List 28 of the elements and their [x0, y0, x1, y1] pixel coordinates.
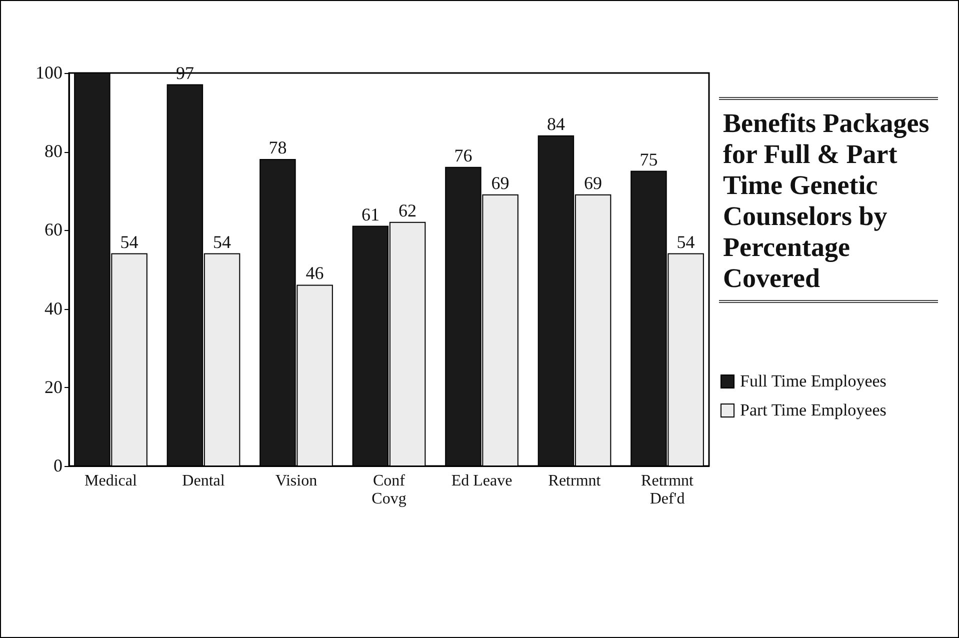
data-label: 46 — [306, 263, 324, 284]
data-label: 61 — [361, 204, 380, 224]
data-label: 78 — [268, 137, 287, 158]
data-label: 69 — [584, 172, 602, 193]
data-label: 54 — [676, 232, 695, 252]
legend-label: Part Time Employees — [740, 400, 886, 420]
legend-label: Full Time Employees — [740, 372, 886, 390]
y-tick-label: 40 — [44, 298, 62, 318]
x-tick-label: Retrmnt — [548, 472, 602, 490]
y-tick-label: 0 — [54, 456, 62, 476]
data-label: 69 — [491, 172, 510, 193]
x-tick-label: Vision — [275, 472, 318, 490]
data-label: 75 — [640, 149, 658, 170]
y-tick-label: 80 — [44, 141, 62, 162]
text: Benefits Packages for Full & Part Time Genetic Counselors by Percentage Covered — [719, 97, 938, 303]
y-tick-label: 100 — [36, 62, 62, 82]
x-tick-label: Ed Leave — [451, 472, 512, 490]
x-tick-label: Retrmnt Def'd — [641, 472, 694, 508]
x-tick-label: Medical — [84, 472, 138, 490]
x-tick-label: Conf Covg — [372, 472, 406, 508]
data-label: 84 — [546, 114, 565, 134]
data-label: 54 — [213, 232, 232, 252]
data-label: 62 — [398, 200, 417, 220]
x-tick-label: Dental — [182, 472, 226, 490]
y-tick-label: 20 — [44, 376, 62, 397]
data-label: 76 — [454, 145, 472, 166]
y-tick-label: 60 — [44, 220, 62, 240]
data-label: 54 — [120, 232, 138, 252]
